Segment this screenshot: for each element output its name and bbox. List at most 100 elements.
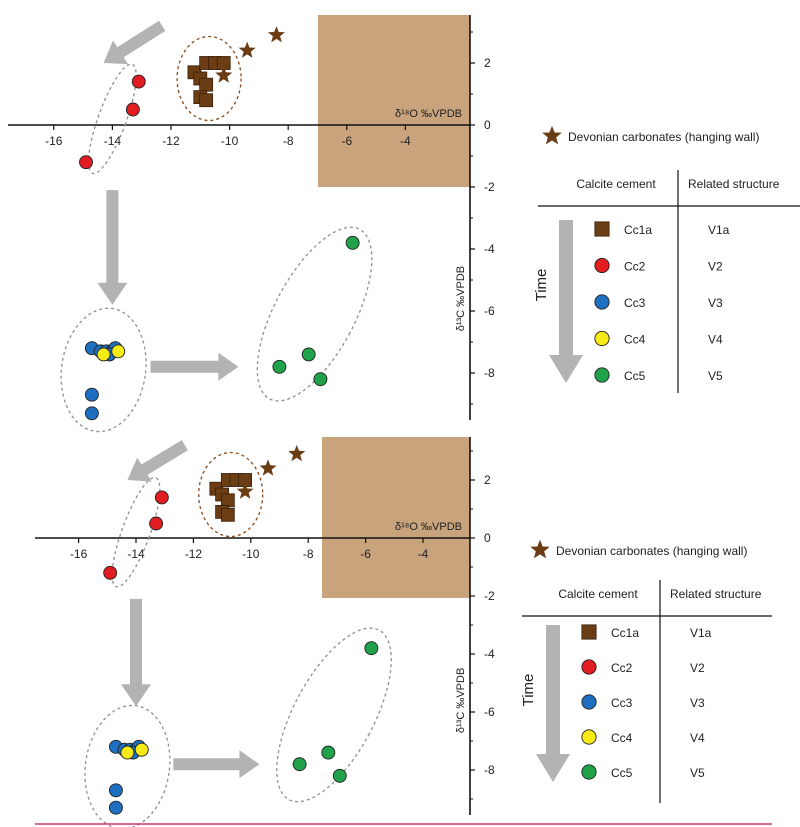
cc3-point [84, 387, 99, 402]
time-label: Time [533, 269, 550, 302]
legend-star-icon [542, 125, 562, 145]
legend-star-icon [530, 539, 550, 559]
legend-cc3-icon [594, 294, 610, 310]
x-tick-label: -4 [400, 134, 411, 148]
cc2-point [154, 490, 169, 505]
legend-cc3-icon [581, 694, 597, 710]
cc3-cc4-group-outline [84, 704, 171, 827]
y-tick-label: -6 [484, 304, 495, 318]
cc5-point [301, 347, 316, 362]
x-tick-label: -6 [360, 547, 371, 561]
cc4-point [96, 347, 111, 362]
x-tick-label: -16 [70, 547, 88, 561]
legend-cc4-icon [581, 729, 597, 745]
x-tick-label: -10 [242, 547, 260, 561]
legend-cement-label: Cc2 [624, 260, 646, 274]
legend-star-label: Devonian carbonates (hanging wall) [556, 544, 747, 558]
time-arrow [536, 625, 570, 782]
legend-cement-label: Cc3 [624, 296, 646, 310]
y-tick-label: 0 [484, 118, 491, 132]
trend-arrow-down [121, 598, 152, 707]
x-tick-label: -10 [221, 134, 239, 148]
devonian-point [267, 26, 285, 43]
cc4-point [134, 742, 149, 757]
time-label: Time [520, 674, 537, 707]
cc2-point [125, 102, 140, 117]
legend-cc5-icon [594, 367, 610, 383]
legend-structure-label: V3 [690, 696, 705, 710]
cc5-point [364, 641, 379, 656]
cc5-group-outline [256, 226, 373, 402]
devonian-point [238, 41, 256, 58]
y-tick-label: -8 [484, 366, 495, 380]
y-tick-label: 2 [484, 473, 491, 487]
legend-cc1a-icon [594, 221, 610, 237]
y-axis-label: δ¹³C ‰VPDB [455, 266, 467, 331]
y-tick-label: 2 [484, 56, 491, 70]
cc5-group-outline [276, 627, 392, 803]
cc1a-group-outline [176, 35, 242, 122]
legend-panel-1: Devonian carbonates (hanging wall) Calcit… [533, 125, 800, 393]
y-tick-label: -4 [484, 242, 495, 256]
chart-panel-1: -16 -14 -12 -10 -8 -6 -4 2 0 -2 -4 -6 -8 δ¹⁸O ‰VPDB δ¹… [8, 15, 495, 433]
cc2-point [149, 516, 164, 531]
y-axis-label: δ¹³C ‰VPDB [455, 668, 467, 733]
legend-cement-label: Cc3 [611, 696, 633, 710]
cc4-point [120, 745, 135, 760]
x-tick-label: -6 [341, 134, 352, 148]
cc3-cc4-group-outline [60, 307, 147, 433]
legend-cc5-icon [581, 764, 597, 780]
cc3-point [108, 783, 123, 798]
cc1a-point [220, 507, 235, 522]
cc4-point [111, 344, 126, 359]
legend-structure-label: V1a [690, 626, 712, 640]
legend-structure-label: V5 [690, 766, 705, 780]
trend-arrow-right [150, 352, 239, 381]
cc2-point [79, 155, 93, 170]
legend-cement-label: Cc4 [611, 731, 633, 745]
cc2-group-outline [87, 63, 137, 175]
legend-structure-label: V5 [708, 369, 723, 383]
devonian-point [215, 66, 233, 83]
legend-structure-label: V1a [708, 223, 730, 237]
x-tick-label: -8 [283, 134, 294, 148]
legend-cc1a-icon [581, 624, 597, 640]
devonian-field-box [318, 15, 470, 187]
x-tick-label: -14 [104, 134, 122, 148]
legend-structure-label: V2 [708, 260, 723, 274]
cc1a-point [199, 77, 214, 92]
legend-cement-label: Cc1a [611, 626, 639, 640]
x-tick-label: -14 [127, 547, 145, 561]
legend-star-label: Devonian carbonates (hanging wall) [568, 130, 759, 144]
cc5-point [345, 235, 360, 250]
legend-cement-label: Cc1a [624, 223, 652, 237]
x-axis-label: δ¹⁸O ‰VPDB [395, 108, 462, 120]
y-tick-label: -4 [484, 647, 495, 661]
cc2-group-outline [111, 476, 161, 588]
y-tick-label: -2 [484, 589, 495, 603]
cc2-point [103, 565, 118, 580]
x-tick-label: -12 [162, 134, 180, 148]
legend-col1-header: Calcite cement [576, 177, 656, 191]
legend-cement-label: Cc5 [611, 766, 633, 780]
cc5-point [313, 372, 328, 387]
cc1a-point [220, 493, 235, 508]
cc5-point [292, 757, 307, 772]
cc3-point [108, 800, 123, 815]
y-tick-label: -6 [484, 705, 495, 719]
trend-arrow-right [173, 750, 260, 779]
legend-cc2-icon [594, 257, 610, 274]
legend-structure-label: V2 [690, 661, 705, 675]
devonian-point [288, 444, 306, 462]
y-tick-label: 0 [484, 531, 491, 545]
legend-structure-label: V4 [690, 731, 705, 745]
chart-panel-2: -16 -14 -12 -10 -8 -6 -4 2 0 -2 -4 -6 -8 δ¹⁸O ‰VPDB δ¹… [35, 437, 495, 827]
y-tick-label: -2 [484, 180, 495, 194]
legend-cc4-icon [594, 330, 610, 347]
x-tick-label: -4 [418, 547, 429, 561]
x-axis-label: δ¹⁸O ‰VPDB [395, 521, 462, 533]
devonian-field-box [322, 437, 470, 598]
trend-arrow-down [97, 190, 128, 305]
x-tick-label: -8 [303, 547, 314, 561]
